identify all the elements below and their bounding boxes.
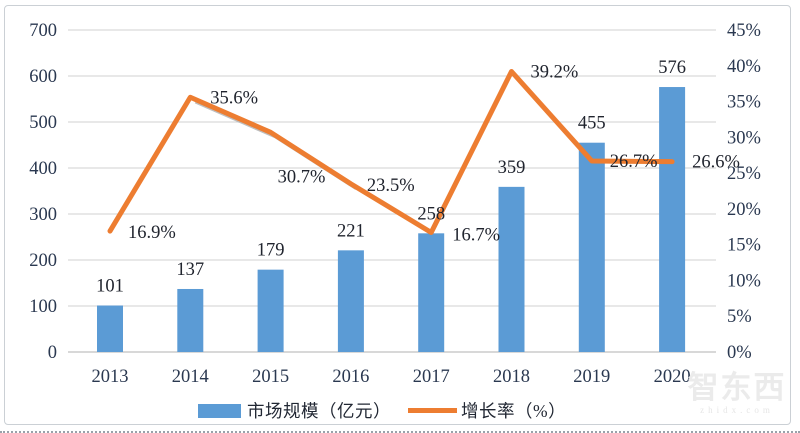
category-label: 2013 (92, 367, 129, 387)
bar-value-label: 179 (257, 241, 285, 261)
right-axis-tick: 30% (727, 128, 761, 148)
line-value-label: 26.6% (692, 153, 740, 173)
legend-bar-label: 市场规模（亿元） (247, 401, 391, 421)
category-label: 2018 (493, 367, 530, 387)
bar-2019 (578, 142, 605, 352)
category-label: 2020 (654, 367, 691, 387)
bar-value-label: 221 (337, 221, 365, 241)
right-axis-tick: 35% (727, 93, 761, 113)
right-axis-tick: 20% (727, 200, 761, 220)
category-label: 2016 (332, 367, 369, 387)
right-axis-tick: 15% (727, 236, 761, 256)
left-axis-tick: 300 (29, 205, 57, 225)
left-axis-tick: 100 (29, 297, 57, 317)
category-label: 2019 (573, 367, 610, 387)
right-axis-tick: 40% (727, 57, 761, 77)
line-value-label: 16.7% (452, 226, 500, 246)
line-value-label: 23.5% (367, 176, 415, 196)
category-label: 2015 (252, 367, 289, 387)
legend-bar-swatch (198, 403, 241, 418)
bar-value-label: 455 (578, 114, 606, 134)
bar-2016 (337, 250, 364, 352)
growth-line-shadow (194, 101, 357, 190)
line-value-label: 26.7% (610, 152, 658, 172)
left-axis-tick: 200 (29, 251, 57, 271)
left-axis-tick: 500 (29, 113, 57, 133)
bar-value-label: 258 (417, 204, 445, 224)
bar-2017 (418, 233, 445, 352)
line-value-label: 30.7% (278, 167, 326, 187)
left-axis-tick: 700 (29, 21, 57, 41)
right-axis-tick: 25% (727, 164, 761, 184)
right-axis-tick: 0% (727, 343, 752, 363)
legend-line-swatch (408, 408, 457, 413)
bar-value-label: 137 (176, 260, 204, 280)
bar-value-label: 576 (658, 58, 686, 78)
right-axis-tick: 45% (727, 21, 761, 41)
growth-line (107, 69, 675, 236)
right-axis-tick: 5% (727, 307, 752, 327)
bar-value-label: 101 (96, 277, 124, 297)
legend: 市场规模（亿元） 增长率（%） (198, 398, 566, 423)
bar-2014 (177, 288, 204, 352)
right-axis-tick: 10% (727, 271, 761, 291)
legend-line-label: 增长率（%） (461, 401, 567, 421)
page-dotted-divider (0, 431, 800, 433)
bar-2020 (659, 87, 686, 352)
category-label: 2017 (413, 367, 450, 387)
category-label: 2014 (172, 367, 209, 387)
line-value-label: 39.2% (531, 63, 579, 83)
left-axis-tick: 600 (29, 67, 57, 87)
bar-value-label: 359 (498, 158, 526, 178)
line-value-label: 16.9% (128, 223, 176, 243)
bar-2013 (97, 305, 123, 352)
left-axis-tick: 0 (48, 343, 57, 363)
line-value-label: 35.6% (210, 88, 258, 108)
bar-2018 (498, 186, 525, 352)
bar-2015 (257, 269, 284, 352)
left-axis-tick: 400 (29, 159, 57, 179)
